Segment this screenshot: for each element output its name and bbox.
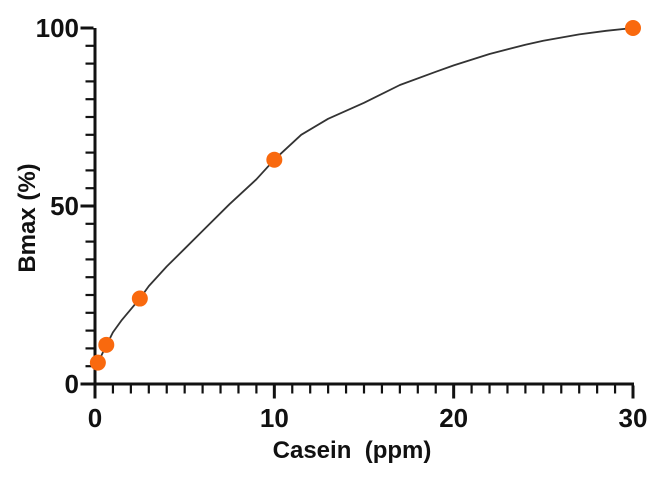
x-tick-label: 20 (439, 403, 468, 433)
data-point-marker (131, 290, 148, 307)
x-axis-title: Casein (ppm) (272, 437, 432, 464)
fit-curve-line (97, 27, 634, 364)
data-point-marker (89, 354, 106, 371)
data-point-marker (625, 20, 641, 36)
y-tick-label: 100 (36, 13, 79, 43)
x-tick-label: 0 (88, 403, 102, 433)
y-tick-label: 0 (65, 369, 79, 399)
data-point-marker (266, 151, 283, 168)
x-tick-label: 10 (260, 403, 289, 433)
data-point-marker (98, 336, 115, 353)
x-tick-label: 30 (619, 403, 648, 433)
y-axis-title: Bmax (%) (14, 163, 41, 273)
y-tick-label: 50 (50, 191, 79, 221)
